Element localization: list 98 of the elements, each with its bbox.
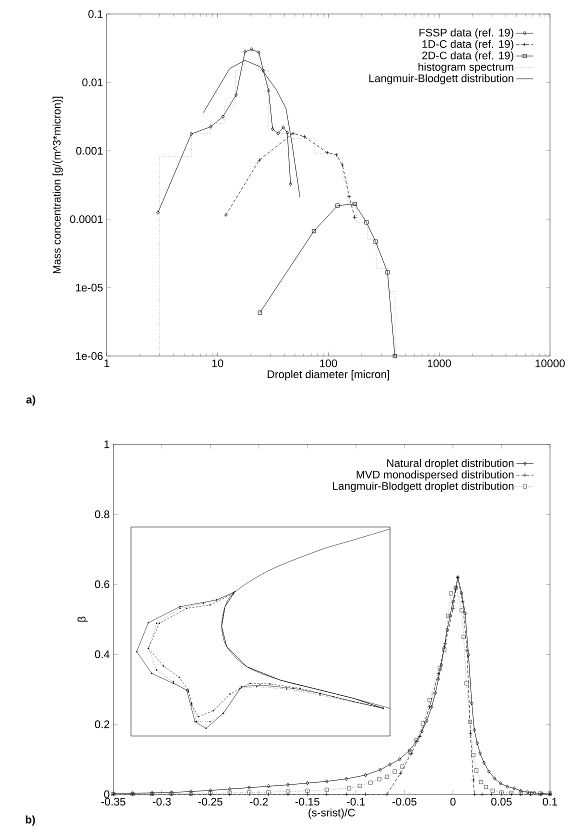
- point: [358, 784, 362, 788]
- y-tick-label: 0.2: [94, 720, 110, 728]
- point: [484, 784, 488, 789]
- point: [434, 690, 438, 695]
- point: [490, 788, 495, 793]
- y-axis-title: Mass concentration [g/(m^3*micron)]: [52, 96, 63, 274]
- point: [398, 757, 402, 762]
- legend-label: Langmuir-Blodgett droplet distribution: [332, 482, 514, 492]
- y-tick-label: 0.001: [76, 146, 103, 155]
- point: [460, 591, 464, 596]
- point: [468, 720, 472, 724]
- point: [493, 776, 496, 781]
- point: [392, 770, 397, 774]
- point: [347, 786, 352, 790]
- y-tick-label: 0.4: [94, 650, 110, 658]
- point: [438, 666, 442, 670]
- point: [462, 634, 466, 639]
- point: [466, 652, 470, 658]
- point: [306, 781, 309, 786]
- point: [420, 729, 424, 734]
- point: [378, 768, 382, 772]
- point: [470, 701, 474, 706]
- point: [472, 728, 476, 732]
- point: [420, 722, 425, 726]
- point: [471, 753, 476, 758]
- point: [368, 780, 373, 785]
- legend-label: FSSP data (ref. 19): [420, 28, 514, 39]
- x-tick-label: 0.05: [491, 798, 512, 806]
- point: [248, 786, 251, 790]
- y-axis-title: β: [77, 616, 88, 622]
- point: [498, 781, 502, 786]
- point: [464, 681, 469, 686]
- point: [377, 777, 382, 782]
- x-axis-title: (s-srist)/C: [308, 808, 355, 819]
- point: [440, 662, 443, 667]
- legend-label: 2D-C data (ref. 19): [422, 51, 514, 62]
- point: [512, 786, 516, 790]
- legend-label: 1D-C data (ref. 19): [422, 40, 514, 50]
- point: [400, 764, 405, 769]
- point: [228, 787, 232, 792]
- point: [325, 779, 328, 784]
- point: [448, 591, 454, 596]
- x-tick-label: 10: [212, 360, 224, 368]
- point: [442, 648, 446, 652]
- point: [540, 792, 544, 796]
- x-axis-title: Droplet diameter [micron]: [268, 370, 390, 380]
- point: [344, 776, 348, 781]
- legend-label: Langmuir-Blodgett distribution: [369, 74, 514, 84]
- legend-label: Natural droplet distribution: [387, 458, 514, 470]
- point: [428, 698, 432, 702]
- point: [474, 768, 478, 773]
- x-tick-label: -0.3: [152, 798, 171, 806]
- point: [388, 762, 392, 767]
- point: [305, 788, 310, 793]
- y-tick-label: 0.1: [88, 10, 103, 18]
- point: [430, 704, 434, 709]
- legend-label: histogram spectrum: [418, 62, 514, 73]
- point: [364, 773, 368, 778]
- x-tick-label: 0.1: [542, 798, 558, 806]
- y-tick-label: 0.6: [94, 580, 110, 588]
- point: [384, 774, 390, 779]
- text: b): [26, 815, 35, 826]
- legend-label: MVD monodispersed distribution: [356, 470, 514, 481]
- point: [532, 790, 536, 795]
- point: [451, 600, 455, 604]
- point: [463, 611, 467, 616]
- point: [266, 784, 270, 788]
- x-tick-label: 100: [320, 360, 338, 368]
- point: [324, 788, 329, 792]
- x-tick-label: 1000: [428, 360, 451, 368]
- point: [482, 760, 486, 765]
- point: [286, 789, 290, 794]
- point: [286, 782, 290, 787]
- y-tick-label: 1e-05: [76, 284, 103, 292]
- x-tick-label: 0: [450, 798, 456, 806]
- point: [460, 608, 464, 612]
- x-tick-label: -0.15: [295, 798, 320, 806]
- y-tick-label: 1e-06: [76, 352, 103, 360]
- point: [479, 780, 484, 784]
- y-tick-label: 0: [104, 790, 110, 798]
- point: [446, 628, 449, 632]
- x-tick-label: -0.1: [346, 798, 365, 806]
- y-tick-label: 0.01: [82, 78, 103, 86]
- text: a): [26, 395, 36, 406]
- point: [476, 741, 479, 746]
- point: [526, 790, 530, 794]
- point: [487, 770, 490, 774]
- y-tick-label: 0.0001: [70, 215, 103, 224]
- y-tick-label: 0.8: [94, 510, 110, 518]
- y-tick-label: 1: [104, 440, 110, 448]
- x-tick-label: 10000: [536, 360, 565, 368]
- point: [506, 784, 509, 789]
- x-tick-label: -0.25: [198, 798, 222, 806]
- point: [478, 751, 482, 756]
- x-tick-label: -0.2: [250, 798, 268, 806]
- point: [425, 718, 428, 723]
- x-tick-label: -0.35: [101, 798, 126, 806]
- x-tick-label: -0.05: [392, 798, 416, 806]
